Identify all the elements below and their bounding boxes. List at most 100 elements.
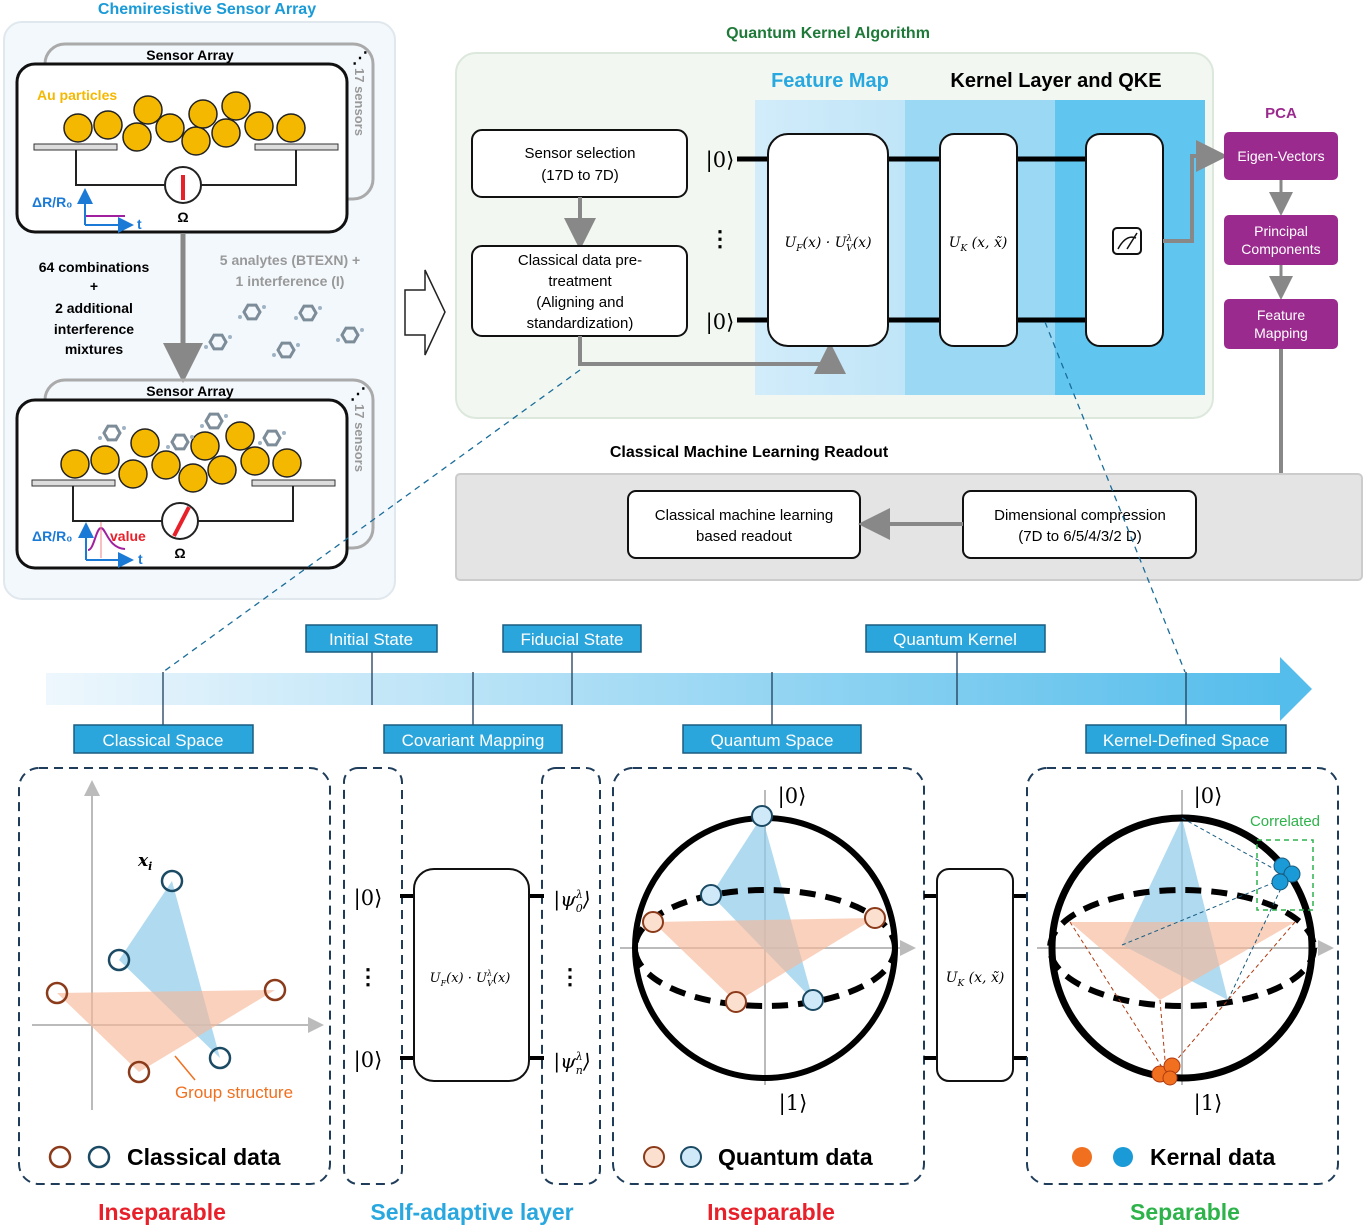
svg-text:|ψλ0⟩: |ψλ 0⟩ (553, 887, 590, 915)
svg-text:|0⟩: |0⟩ (354, 886, 383, 911)
svg-text:⋰: ⋰ (352, 50, 368, 67)
adaptive-gate (413, 868, 530, 1082)
legend-light-blue-icon (680, 1146, 702, 1168)
electrode (254, 143, 339, 151)
svg-text:Mapping: Mapping (1254, 325, 1308, 341)
kernel-gate-small: UK (x, x̃) (924, 868, 1027, 1082)
sensor-panel-title: Chemiresistive Sensor Array (98, 1, 316, 18)
legend-light-orange-icon (643, 1146, 665, 1168)
label-quantum-space: Quantum Space (682, 724, 862, 754)
svg-text:UF(x) · UλV(x): UF(x) · Uλ V(x) (430, 969, 511, 988)
svg-text:Principal: Principal (1254, 223, 1308, 239)
sensor-array-label: Sensor Array (146, 383, 234, 399)
pretreatment-box: Classical data pre- treatment (Aligning … (471, 245, 688, 337)
measurement-gate (1085, 133, 1164, 347)
classical-data-legend: Classical data (127, 1144, 281, 1170)
qka-title: Quantum Kernel Algorithm (726, 25, 930, 42)
kernel-space-panel: Correlated |0⟩ |1⟩ Kernal data (1026, 767, 1339, 1185)
svg-text:|0⟩: |0⟩ (1194, 784, 1223, 809)
kernel-layer-title: Kernel Layer and QKE (950, 70, 1161, 92)
combinations-text: 64 combinations + 2 additional interfere… (39, 259, 150, 357)
principal-components-box (1224, 215, 1338, 265)
svg-text:2 additional: 2 additional (55, 300, 133, 316)
classical-verdict: Inseparable (98, 1199, 226, 1225)
svg-text:standardization): standardization) (527, 315, 634, 332)
compression-box (962, 490, 1197, 559)
svg-text:based readout: based readout (696, 528, 793, 545)
legend-orange-dot-icon (1072, 1147, 1092, 1167)
correlated-box (1256, 839, 1314, 911)
svg-text:Feature: Feature (1257, 307, 1305, 323)
t-label: t (137, 216, 142, 232)
flow-arrow-icon (404, 269, 446, 356)
ket-zero: |0⟩ (706, 310, 735, 335)
quantum-verdict: Inseparable (707, 1199, 835, 1225)
svg-text:interference: interference (54, 321, 134, 337)
label-kernel-defined-space: Kernel-Defined Space (1085, 724, 1287, 754)
quantum-kernel-panel: Quantum Kernel Algorithm Feature Map Ker… (455, 25, 1228, 419)
legend-navy-ring-icon (87, 1145, 111, 1169)
label-quantum-kernel: Quantum Kernel (865, 624, 1046, 653)
svg-text:UF(x) · UλV(x): UF(x) · Uλ V(x) (784, 234, 871, 254)
svg-text:(Aligning and: (Aligning and (536, 294, 624, 311)
sensor-panel: Chemiresistive Sensor Array Sensor Array… (3, 1, 396, 600)
svg-text:Sensor selection: Sensor selection (525, 145, 636, 162)
svg-text:1 interference (I): 1 interference (I) (236, 273, 345, 289)
label-covariant-mapping: Covariant Mapping (383, 724, 563, 754)
delta-r-label: ΔR/R₀ (32, 194, 72, 210)
label-initial-state: Initial State (305, 624, 438, 653)
svg-text:Quantum Kernel: Quantum Kernel (893, 630, 1017, 649)
au-particles-label: Au particles (37, 87, 117, 103)
adaptive-verdict: Self-adaptive layer (370, 1199, 573, 1225)
svg-text:Kernel-Defined Space: Kernel-Defined Space (1103, 731, 1269, 750)
svg-text:|0⟩: |0⟩ (778, 784, 807, 809)
svg-text:Fiducial State: Fiducial State (521, 630, 624, 649)
svg-text:Initial State: Initial State (329, 630, 413, 649)
ohmmeter-icon (161, 502, 199, 540)
response-peak-graph-icon (78, 522, 134, 568)
legend-blue-dot-icon (1113, 1147, 1133, 1167)
svg-text:⋮: ⋮ (709, 226, 731, 251)
meter-icon (1112, 227, 1142, 255)
svg-text:UK (x, x̃): UK (x, x̃) (949, 235, 1008, 254)
feature-mapping-box (1224, 299, 1338, 349)
electrode (33, 143, 118, 151)
svg-text:Dimensional compression: Dimensional compression (994, 507, 1166, 524)
svg-text:5 analytes (BTEXN) +: 5 analytes (BTEXN) + (220, 252, 360, 268)
t-label: t (138, 551, 143, 567)
zoom-connector (162, 369, 581, 673)
pca-title: PCA (1265, 105, 1297, 122)
svg-text:|1⟩: |1⟩ (1194, 1091, 1223, 1116)
quantum-space-panel: |0⟩ |1⟩ Quantum data (612, 767, 925, 1185)
kernel-verdict: Separable (1130, 1199, 1240, 1225)
svg-text:|0⟩: |0⟩ (354, 1048, 383, 1073)
svg-text:Classical machine learning: Classical machine learning (655, 507, 833, 524)
kernel-data-legend: Kernal data (1150, 1144, 1275, 1170)
svg-text:mixtures: mixtures (65, 341, 124, 357)
self-adaptive-panel: |0⟩ ⋮ |0⟩ UF(x) · Uλ V(x) |ψλ 0⟩ ⋮ |ψλ n⟩ (343, 767, 601, 1185)
svg-text:Classical data pre-: Classical data pre- (518, 252, 642, 269)
label-fiducial-state: Fiducial State (502, 624, 642, 653)
classical-space-panel: xi Group structure Classical data (18, 767, 331, 1185)
svg-text:|ψλn⟩: |ψλ n⟩ (553, 1049, 590, 1077)
ohm-symbol: Ω (177, 209, 188, 225)
svg-text:+: + (90, 278, 98, 294)
delta-r-label: ΔR/R₀ (32, 528, 72, 544)
legend-brown-ring-icon (48, 1145, 72, 1169)
svg-text:(7D to 6/5/4/3/2 D): (7D to 6/5/4/3/2 D) (1018, 528, 1141, 545)
svg-text:⋮: ⋮ (357, 964, 379, 989)
analytes-text: 5 analytes (BTEXN) + 1 interference (I) (220, 252, 360, 289)
svg-text:Components: Components (1241, 241, 1320, 257)
sensor-array-before: Sensor Array ⋰ 17 sensors Au particles Ω… (15, 42, 375, 234)
kernel-gate: UK (x, x̃) (939, 133, 1018, 347)
svg-text:⋰: ⋰ (350, 386, 366, 403)
response-graph-icon (77, 188, 134, 233)
readout-section: Classical Machine Learning Readout Class… (455, 444, 1363, 581)
group-structure-label: Group structure (175, 1083, 293, 1102)
eigen-vectors-box (1224, 132, 1338, 180)
zoom-connector (1044, 321, 1186, 673)
ohm-symbol: Ω (174, 545, 185, 561)
svg-text:⋮: ⋮ (559, 964, 581, 989)
svg-text:64 combinations: 64 combinations (39, 259, 150, 275)
